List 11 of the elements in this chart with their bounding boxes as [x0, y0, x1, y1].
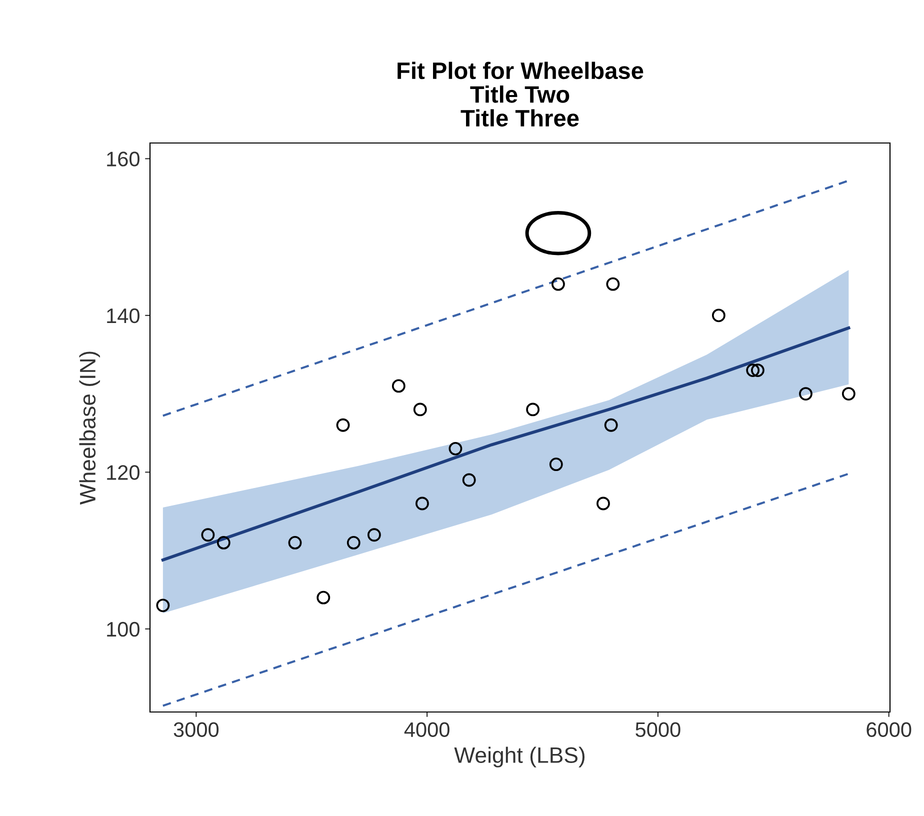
chart-title: Fit Plot for Wheelbase Title Two Title Three	[398, 62, 644, 127]
y-tick-label: 140	[107, 308, 140, 324]
y-tick-label: 120	[107, 465, 140, 480]
x-tick-label: 4000	[404, 722, 450, 738]
y-tick-label: 160	[107, 152, 140, 166]
y-axis-title: Wheelbase (IN)	[79, 352, 100, 505]
x-axis-title: Weight (LBS)	[454, 746, 584, 768]
y-tick-label: 100	[107, 622, 140, 637]
x-tick-label: 6000	[866, 722, 912, 738]
x-tick-label: 3000	[174, 722, 219, 738]
x-tick-label: 5000	[636, 722, 680, 738]
